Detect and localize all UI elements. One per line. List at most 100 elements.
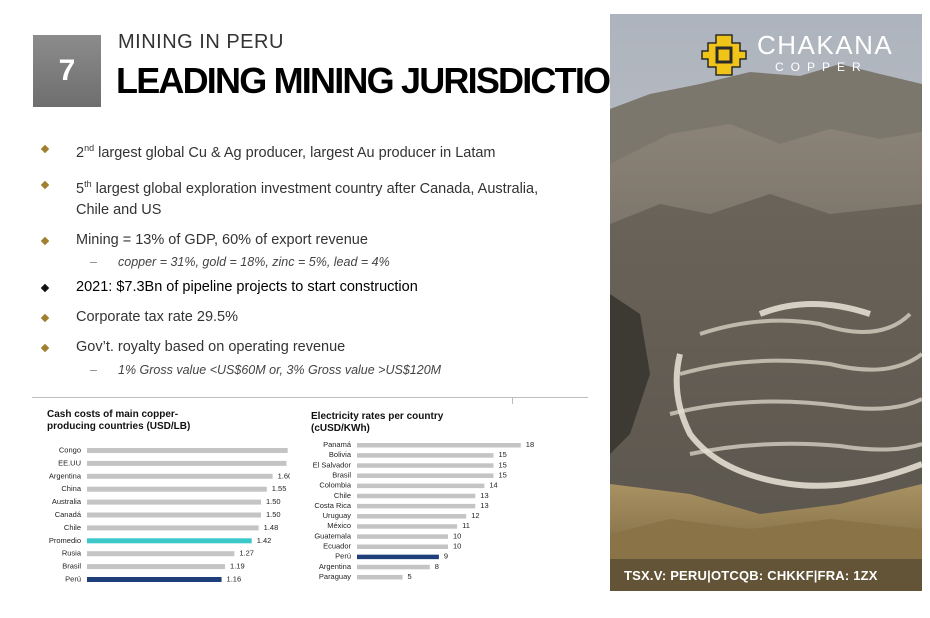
bullet-item: 2nd largest global Cu & Ag producer, lar… [40, 138, 592, 164]
value-label: 15 [499, 470, 507, 479]
bullet-diamond-icon [40, 283, 50, 292]
bar [357, 473, 494, 478]
category-label: Perú [65, 575, 81, 584]
dash-icon: – [90, 254, 97, 269]
category-label: El Salvador [313, 460, 352, 469]
ticker-symbols: TSX.V: PERU|OTCQB: CHKKF|FRA: 1ZX [624, 568, 878, 583]
value-label: 12 [471, 511, 479, 520]
value-label: 18 [526, 441, 534, 449]
value-label: 1.19 [230, 562, 245, 571]
bar [87, 499, 261, 505]
category-label: Brasil [332, 470, 351, 479]
bar [87, 486, 267, 492]
value-label: 15 [499, 450, 507, 459]
bar [87, 577, 222, 582]
cash-costs-chart: Congo1.73EE.UU1.72Argentina1.60China1.55… [49, 446, 290, 584]
value-label: 1.16 [227, 575, 242, 584]
bar [357, 463, 494, 468]
open-pit-mine-image [610, 14, 922, 591]
category-label: Uruguay [323, 511, 352, 520]
bar [357, 514, 467, 519]
bar [357, 483, 485, 489]
bar [357, 493, 476, 499]
category-label: Paraguay [319, 572, 351, 581]
value-label: 1.55 [272, 484, 287, 493]
category-label: Promedio [49, 536, 81, 545]
category-label: Colombia [319, 481, 352, 490]
value-label: 13 [480, 491, 488, 500]
value-label: 14 [489, 481, 497, 490]
bar [357, 544, 448, 549]
category-label: Argentina [49, 471, 82, 480]
chart-title-cash-costs: Cash costs of main copper-producing coun… [47, 409, 191, 432]
electricity-rates-chart: Panamá 18 Bolivia 15 El Salvador 15 Brasil 15 Co… [313, 441, 535, 581]
bar [357, 574, 403, 580]
value-label: 8 [435, 562, 439, 571]
sub-bullet-item: – copper = 31%, gold = 18%, zinc = 5%, l… [42, 253, 592, 272]
category-label: Chile [64, 523, 81, 532]
category-label: Chile [334, 491, 351, 500]
bullet-diamond-icon [40, 343, 50, 352]
divider-tick [512, 397, 513, 404]
bar [357, 534, 448, 539]
bar [357, 524, 458, 529]
category-label: Perú [335, 552, 351, 561]
mine-photo [610, 14, 922, 591]
category-label: EE.UU [58, 458, 81, 467]
value-label: 9 [444, 552, 448, 561]
bullet-item: Mining = 13% of GDP, 60% of export reven… [40, 230, 592, 251]
value-label: 5 [408, 572, 412, 581]
logo-subtext: COPPER [775, 60, 868, 74]
logo-wordmark: CHAKANA [757, 30, 894, 60]
value-label: 10 [453, 542, 461, 551]
bar [87, 460, 287, 466]
bar [357, 443, 521, 448]
bullet-item: Gov’t. royalty based on operating revenu… [40, 337, 592, 358]
value-label: 1.48 [264, 523, 279, 532]
bar [357, 554, 439, 560]
bar [87, 564, 226, 570]
bullet-item: Corporate tax rate 29.5% [40, 307, 592, 328]
category-label: Brasil [62, 562, 81, 571]
bullet-list: 2nd largest global Cu & Ag producer, lar… [40, 138, 592, 380]
slide-subtitle: MINING IN PERU [118, 31, 284, 53]
category-label: Ecuador [323, 542, 351, 551]
value-label: 1.50 [266, 497, 281, 506]
value-label: 1.60 [278, 471, 290, 480]
value-label: 1.50 [266, 510, 281, 519]
bullet-item: 2021: $7.3Bn of pipeline projects to sta… [40, 277, 592, 298]
category-label: Bolivia [329, 450, 352, 459]
bullet-item: 5th largest global exploration investmen… [40, 174, 572, 221]
chakana-cross-logo-icon [701, 34, 747, 76]
bar [87, 512, 261, 518]
value-label: 1.42 [257, 536, 272, 545]
dash-icon: – [90, 362, 97, 377]
chart-title-electricity: Electricity rates per country (cUSD/KWh) [311, 411, 444, 434]
bullet-diamond-icon [40, 313, 50, 322]
category-label: Panamá [323, 441, 352, 449]
value-label: 11 [462, 521, 470, 530]
slide-title: LEADING MINING JURISDICTION [116, 60, 635, 101]
section-divider [32, 397, 588, 398]
category-label: Guatemala [314, 531, 352, 540]
slide-number: 7 [33, 35, 101, 107]
bullet-diamond-icon [40, 236, 50, 245]
category-label: Rusia [62, 549, 82, 558]
value-label: 15 [499, 460, 507, 469]
sub-bullet-item: – 1% Gross value <US$60M or, 3% Gross va… [42, 361, 592, 380]
bar [87, 473, 273, 479]
category-label: México [327, 521, 351, 530]
bullet-diamond-icon [40, 144, 50, 154]
bar [87, 551, 235, 557]
category-label: Canadá [55, 510, 82, 519]
bar [357, 564, 430, 570]
category-label: Congo [59, 446, 81, 455]
bullet-diamond-icon [40, 180, 50, 190]
bar [87, 448, 288, 453]
value-label: 10 [453, 531, 461, 540]
category-label: Costa Rica [314, 501, 352, 510]
category-label: Argentina [319, 562, 352, 571]
value-label: 13 [480, 501, 488, 510]
category-label: Australia [52, 497, 82, 506]
category-label: China [61, 484, 81, 493]
